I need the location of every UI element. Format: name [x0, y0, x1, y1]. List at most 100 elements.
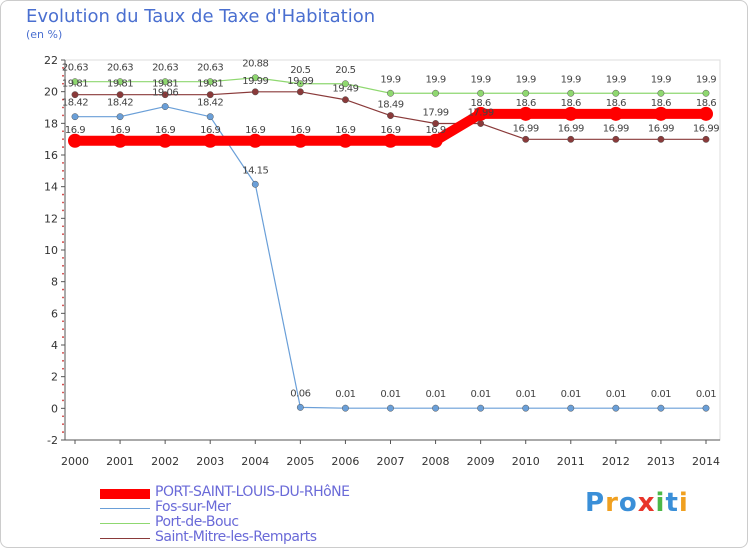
y-tick-label: -2	[47, 434, 58, 447]
x-tick-label: 2014	[692, 455, 720, 468]
data-point	[251, 88, 259, 96]
data-point	[251, 180, 259, 188]
y-minor-tick	[62, 169, 64, 172]
y-minor-tick	[62, 320, 64, 323]
data-point	[161, 91, 169, 99]
data-point	[158, 133, 173, 148]
data-point	[387, 112, 394, 120]
data-point	[657, 404, 665, 412]
y-tick-label: 6	[51, 307, 58, 320]
data-label: 0.01	[516, 389, 536, 400]
legend-swatch-port-de-bouc	[100, 523, 150, 524]
data-point	[518, 106, 533, 121]
y-tick-label: 2	[51, 371, 58, 384]
data-label: 20.63	[152, 63, 178, 74]
legend-label-port-saint-louis: PORT-SAINT-LOUIS-DU-RHôNE	[155, 484, 350, 500]
y-minor-tick	[62, 367, 64, 370]
data-point	[432, 404, 440, 412]
data-point	[608, 106, 623, 121]
proxiti-logo: Proxiti	[585, 488, 689, 518]
y-minor-tick	[62, 106, 64, 109]
y-minor-tick	[62, 74, 64, 77]
data-point	[653, 106, 668, 121]
data-label: 0.01	[696, 389, 716, 400]
data-label: 16.9	[65, 125, 85, 136]
data-label: 16.99	[513, 123, 539, 134]
data-label: 17.99	[423, 107, 449, 118]
x-tick-label: 2012	[602, 455, 630, 468]
chart-title: Evolution du Taux de Taxe d'Habitation	[26, 6, 376, 27]
data-point	[657, 89, 665, 97]
x-tick-label: 2009	[467, 455, 495, 468]
data-label: 19.9	[606, 74, 626, 85]
data-point	[206, 113, 214, 121]
legend-swatch-saint-mitre	[100, 538, 150, 539]
data-label: 20.63	[197, 63, 223, 74]
y-tick-label: 10	[44, 244, 58, 257]
chart-subtitle: (en %)	[26, 28, 63, 41]
data-point	[612, 135, 620, 143]
y-tick-label: 12	[44, 212, 58, 225]
data-label: 18.6	[651, 98, 671, 109]
data-point	[71, 113, 79, 121]
data-point	[251, 74, 259, 82]
data-point	[161, 103, 169, 111]
data-point	[702, 89, 710, 97]
data-label: 19.81	[197, 79, 223, 90]
data-label: 20.63	[107, 63, 133, 74]
data-point	[293, 133, 308, 148]
data-label: 19.99	[287, 76, 313, 87]
data-label: 19.81	[152, 79, 178, 90]
data-point	[383, 133, 398, 148]
y-minor-tick	[62, 431, 64, 433]
data-point	[657, 135, 665, 143]
y-minor-tick	[62, 304, 64, 307]
y-minor-tick	[62, 209, 64, 212]
data-point	[68, 133, 82, 148]
data-point	[387, 89, 394, 97]
data-point	[473, 106, 488, 121]
data-label: 20.5	[290, 65, 310, 76]
y-minor-tick	[62, 138, 64, 141]
data-point	[699, 106, 713, 121]
y-minor-tick	[62, 201, 64, 204]
x-tick-label: 2000	[61, 455, 89, 468]
y-minor-tick	[62, 98, 64, 101]
data-label: 0.01	[335, 389, 355, 400]
y-minor-tick	[62, 146, 64, 148]
y-minor-tick	[62, 257, 64, 259]
data-label: 18.6	[696, 98, 716, 109]
data-point	[206, 78, 214, 86]
data-point	[567, 89, 575, 97]
x-tick-label: 2010	[512, 455, 540, 468]
data-label: 14.15	[242, 165, 268, 176]
y-minor-tick	[62, 336, 64, 338]
data-point	[567, 404, 575, 412]
data-point	[296, 403, 304, 411]
y-tick-label: 18	[44, 117, 58, 130]
y-minor-tick	[62, 114, 64, 117]
data-point	[341, 96, 349, 104]
data-label: 16.9	[335, 125, 355, 136]
data-label: 19.81	[62, 79, 88, 90]
y-tick-label: 0	[51, 402, 58, 415]
data-point	[71, 91, 79, 99]
y-minor-tick	[62, 193, 64, 196]
data-label: 20.63	[62, 63, 88, 74]
data-point	[341, 404, 349, 412]
data-label: 19.9	[471, 74, 491, 85]
data-label: 0.01	[561, 389, 581, 400]
data-label: 19.99	[242, 76, 268, 87]
data-point	[477, 404, 485, 412]
data-point	[563, 106, 578, 121]
data-label: 16.99	[693, 123, 719, 134]
data-point	[116, 113, 124, 121]
data-label: 0.06	[290, 388, 310, 399]
data-label: 16.9	[155, 125, 175, 136]
logo-letter: o	[618, 488, 638, 518]
x-tick-label: 2005	[286, 455, 314, 468]
data-label: 16.99	[558, 123, 584, 134]
data-label: 18.42	[107, 98, 133, 109]
y-minor-tick	[62, 67, 64, 69]
